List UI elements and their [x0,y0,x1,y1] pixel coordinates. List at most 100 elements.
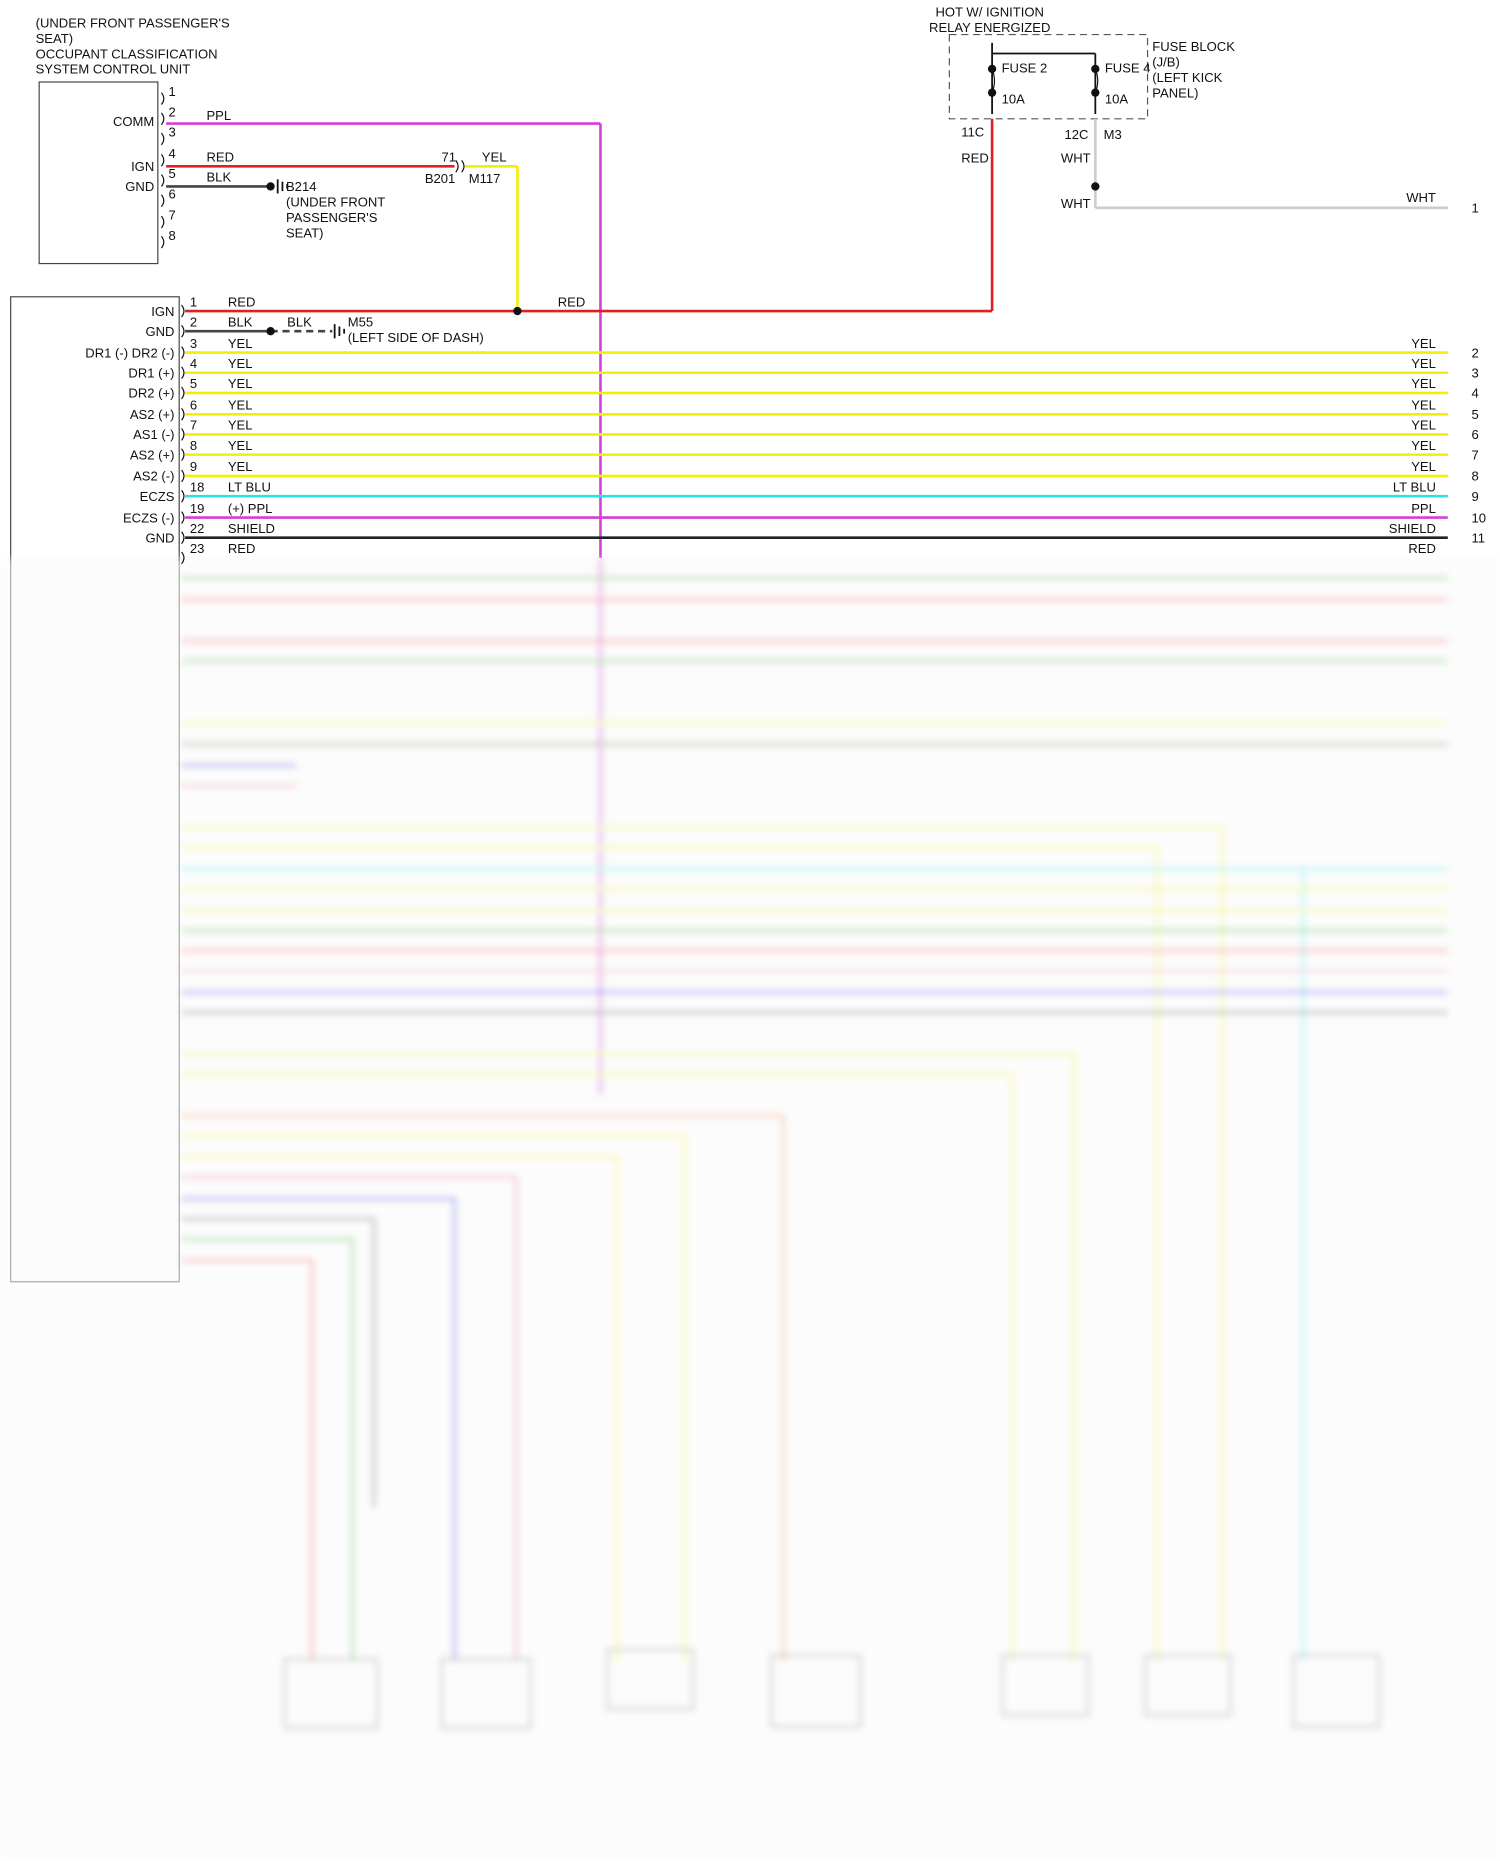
splice-dot [1091,88,1100,97]
wire-label: YEL [1411,356,1436,371]
pin-arc [181,531,185,545]
pin-label: AS2 (+) [130,447,175,462]
pin-number: 7 [169,208,176,223]
pin-number: 1 [169,84,176,99]
wire-label: LT BLU [228,479,271,494]
pin-number: 2 [190,314,197,329]
pin-arc [160,92,165,105]
pin-label: GND [145,324,174,339]
wire-label: PPL [1411,501,1436,516]
wire-label: YEL [228,459,253,474]
pin-arc [181,366,185,380]
pin-label: DR1 (+) [128,365,174,380]
connector-label: M117 [469,171,501,186]
pin-label: ECZS [140,489,175,504]
fuse-rating: 10A [1002,91,1026,106]
wire-label: YEL [228,398,253,413]
blurred-region [0,557,1500,1861]
pin-number: 71 [441,150,456,165]
pin-number: 5 [169,166,176,181]
pin-arc [160,112,165,126]
pin-arc [181,324,185,338]
wire-label: RED [558,294,586,309]
wire-label: WHT [1061,196,1091,211]
connector-label: M55 [348,314,373,329]
wire-label: SHIELD [228,521,275,536]
pin-label: GND [125,179,154,194]
splice-dot [266,182,275,191]
pin-number: 1 [190,294,197,309]
unit-label: OCCUPANT CLASSIFICATION [36,46,218,61]
wire-label: BLK [287,314,312,329]
pin-arc [160,154,165,167]
wire-label: (+) PPL [228,501,273,516]
pin-arc [455,159,459,173]
pin-arc [160,194,165,207]
pin-number: 5 [190,376,197,391]
unit-label: SEAT) [36,31,73,46]
wire-label: YEL [482,150,507,165]
splice-dot [987,88,997,97]
terminal-label: M3 [1104,127,1122,142]
pin-arc [181,428,185,441]
location-label: (LEFT SIDE OF DASH) [348,330,484,345]
splice-dot [1091,182,1100,191]
location-label: SEAT) [286,225,323,240]
pin-arc [160,215,165,229]
pin-number: 7 [1472,447,1479,462]
pin-arc [461,159,465,173]
pin-number: 3 [169,125,176,140]
pin-number: 18 [190,479,205,494]
wire-label: YEL [1411,438,1436,453]
wire-label: BLK [228,314,253,329]
wire-label: YEL [1411,418,1436,433]
pin-arc [181,386,185,400]
pin-number: 10 [1472,510,1487,525]
wire-label: YEL [1411,336,1436,351]
location-label: PASSENGER'S [286,210,378,225]
pin-number: 3 [1472,365,1479,380]
ground-symbol [276,179,289,194]
connector-label: B201 [425,171,455,186]
pin-label: ECZS (-) [123,510,174,525]
wire-label: PPL [206,108,231,123]
pin-arc [181,489,185,503]
pin-number: 3 [190,336,197,351]
wire-label: YEL [228,438,253,453]
wire-label: YEL [228,336,253,351]
pin-label: COMM [113,114,154,129]
terminal-label: 11C [961,125,984,140]
pin-number: 5 [1472,407,1479,422]
wire-label: YEL [1411,459,1436,474]
fuse-name: FUSE 2 [1002,61,1048,76]
pin-arc [181,407,185,421]
wire-label: SHIELD [1389,521,1436,536]
pin-number: 8 [190,438,197,453]
hot-label: HOT W/ IGNITION [935,5,1043,20]
wire-label: WHT [1406,190,1436,205]
pin-label: AS2 (+) [130,407,175,422]
pin-number: 11 [1472,530,1486,545]
pin-number: 4 [169,146,176,161]
pin-number: 8 [169,228,176,243]
pin-number: 1 [1472,201,1479,216]
pin-number: 7 [190,418,197,433]
wires [166,42,1448,558]
pin-number: 4 [1472,386,1479,401]
pin-arc [181,448,185,461]
pin-number: 8 [1472,469,1479,484]
wire-label: YEL [1411,376,1436,391]
pin-arc [160,132,165,146]
pin-number: 6 [190,398,197,413]
pin-arc [181,551,185,565]
pin-arc [181,304,185,318]
pin-number: 22 [190,521,205,536]
fuse-block-label: (LEFT KICK [1152,70,1222,85]
wire-label: RED [228,541,256,556]
wire-label: RED [206,150,234,165]
pin-number: 6 [1472,427,1479,442]
pin-arc [181,469,185,483]
wire-label: RED [961,151,989,166]
pin-arc [160,174,165,187]
